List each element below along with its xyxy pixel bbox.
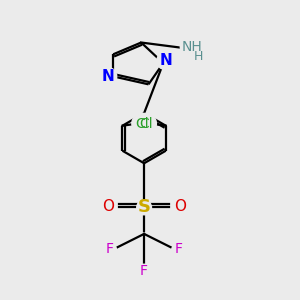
- Text: O: O: [174, 199, 186, 214]
- Text: N: N: [101, 69, 114, 84]
- Text: Cl: Cl: [135, 117, 149, 130]
- Text: F: F: [105, 242, 113, 256]
- Circle shape: [136, 113, 156, 134]
- Circle shape: [191, 50, 205, 63]
- Text: Cl: Cl: [139, 117, 153, 130]
- Circle shape: [157, 52, 174, 70]
- Circle shape: [172, 242, 185, 255]
- Text: O: O: [102, 199, 114, 214]
- Circle shape: [132, 113, 152, 134]
- Circle shape: [173, 199, 188, 214]
- Text: H: H: [193, 50, 203, 63]
- Circle shape: [103, 242, 116, 255]
- Text: N: N: [159, 53, 172, 68]
- Circle shape: [138, 264, 151, 277]
- Text: F: F: [175, 242, 183, 256]
- Circle shape: [180, 35, 204, 59]
- Text: NH: NH: [182, 40, 202, 54]
- Text: F: F: [140, 264, 148, 278]
- Text: S: S: [138, 198, 151, 216]
- Circle shape: [100, 199, 115, 214]
- Circle shape: [137, 200, 152, 215]
- Circle shape: [99, 68, 117, 85]
